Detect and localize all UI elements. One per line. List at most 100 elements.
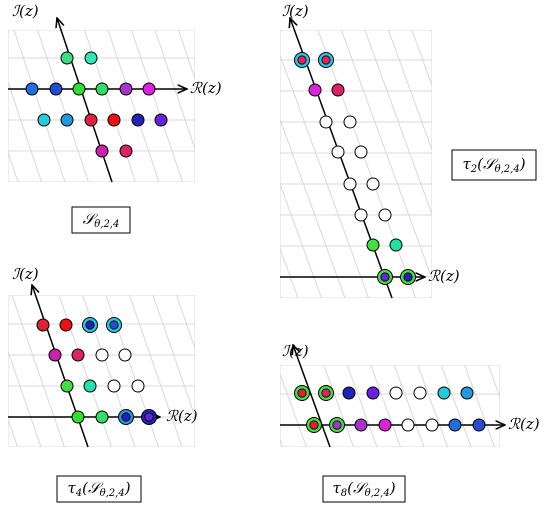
- grid-line: [58, 295, 113, 447]
- grid-line: [36, 30, 90, 182]
- point: [308, 83, 322, 97]
- caption-part: θ,2,4: [365, 488, 390, 499]
- point: [297, 388, 307, 398]
- point: [72, 82, 86, 96]
- panel: ℛ(z)ℐ(z)𝒮θ,2,4: [0, 2, 259, 234]
- point: [332, 420, 342, 430]
- point: [354, 208, 368, 222]
- grid-line: [346, 365, 378, 447]
- panel: ℛ(z)ℐ(z)τ8(𝒮θ,2,4): [0, 342, 549, 503]
- grid-line: [287, 275, 353, 467]
- real-axis-label: ℛ(z): [190, 79, 222, 97]
- point: [60, 379, 74, 393]
- point: [144, 412, 154, 422]
- caption-box: [451, 149, 537, 181]
- grid-line: [0, 10, 1, 202]
- caption-box: [56, 475, 142, 503]
- caption: τ2(𝒮θ,2,4): [462, 155, 525, 175]
- grid-line: [8, 80, 43, 182]
- imag-axis-label: ℐ(z): [282, 342, 309, 360]
- point: [401, 418, 415, 432]
- grid-line: [358, 275, 424, 467]
- imag-axis: [293, 345, 331, 448]
- grid-line: [487, 365, 500, 399]
- caption-part: ): [389, 479, 396, 497]
- caption-part: τ: [332, 479, 341, 497]
- point: [49, 82, 63, 96]
- grid-line: [393, 365, 425, 447]
- point: [319, 115, 333, 129]
- grid-line: [175, 295, 195, 351]
- grid-line: [475, 275, 541, 467]
- caption-part: (𝒮: [82, 479, 104, 497]
- point: [448, 418, 462, 432]
- grid-line: [81, 295, 136, 447]
- point: [343, 115, 357, 129]
- grid-line: [11, 295, 66, 447]
- point: [109, 320, 119, 330]
- grid-line: [280, 182, 323, 298]
- point: [389, 386, 403, 400]
- point: [472, 418, 486, 432]
- point: [71, 348, 85, 362]
- point: [378, 208, 392, 222]
- grid-line: [505, 345, 549, 467]
- grid-line: [440, 365, 472, 447]
- imag-axis: [57, 18, 113, 183]
- grid-line: [199, 345, 243, 467]
- point: [84, 51, 98, 65]
- point: [107, 379, 121, 393]
- point: [60, 51, 74, 65]
- caption-part: θ,2,4: [100, 488, 125, 499]
- imag-axis-label: ℐ(z): [12, 2, 39, 20]
- grid-line: [123, 10, 235, 318]
- point: [309, 420, 319, 430]
- grid-line: [428, 275, 494, 467]
- panel: ℛ(z) ℐ(z) τ2(𝒮θ,2,4): [29, 2, 537, 318]
- grid-line: [340, 30, 432, 281]
- caption-box: [71, 206, 131, 234]
- imag-axis-label: ℐ(z): [282, 2, 309, 20]
- grid-line: [411, 30, 432, 87]
- caption-part: 2: [470, 164, 477, 175]
- grid-line: [152, 345, 196, 467]
- point: [378, 418, 392, 432]
- point: [321, 388, 331, 398]
- point: [321, 55, 331, 65]
- grid-line: [223, 345, 267, 467]
- point: [60, 113, 74, 127]
- point: [154, 113, 168, 127]
- grid-line: [195, 10, 259, 202]
- point: [331, 83, 345, 97]
- point: [83, 379, 97, 393]
- point: [118, 348, 132, 362]
- grid-line: [280, 437, 284, 447]
- point: [437, 386, 451, 400]
- point: [131, 113, 145, 127]
- grid-line: [370, 365, 402, 447]
- imag-axis-label: ℐ(z): [12, 265, 39, 283]
- grid-line: [0, 345, 8, 467]
- point: [95, 144, 109, 158]
- grid-line: [464, 365, 496, 447]
- grid-line: [58, 345, 102, 467]
- caption-part: ): [124, 479, 131, 497]
- caption-part: (𝒮: [347, 479, 369, 497]
- grid-line: [177, 30, 195, 81]
- grid-line: [29, 10, 141, 318]
- caption-part: 4: [75, 488, 82, 499]
- grid-line: [13, 30, 66, 182]
- grid-line: [152, 295, 195, 419]
- real-axis-label: ℛ(z): [508, 415, 540, 433]
- point: [343, 177, 357, 191]
- grid-line: [280, 118, 346, 298]
- point: [413, 386, 427, 400]
- caption-part: θ,2,4: [94, 219, 119, 230]
- grid-line: [8, 350, 42, 447]
- panel: ℛ(z)ℐ(z)τ4(𝒮θ,2,4): [8, 265, 541, 503]
- grid-line: [107, 30, 160, 182]
- point: [366, 238, 380, 252]
- grid-line: [105, 345, 149, 467]
- point: [48, 348, 62, 362]
- caption-part: (𝒮: [477, 155, 499, 173]
